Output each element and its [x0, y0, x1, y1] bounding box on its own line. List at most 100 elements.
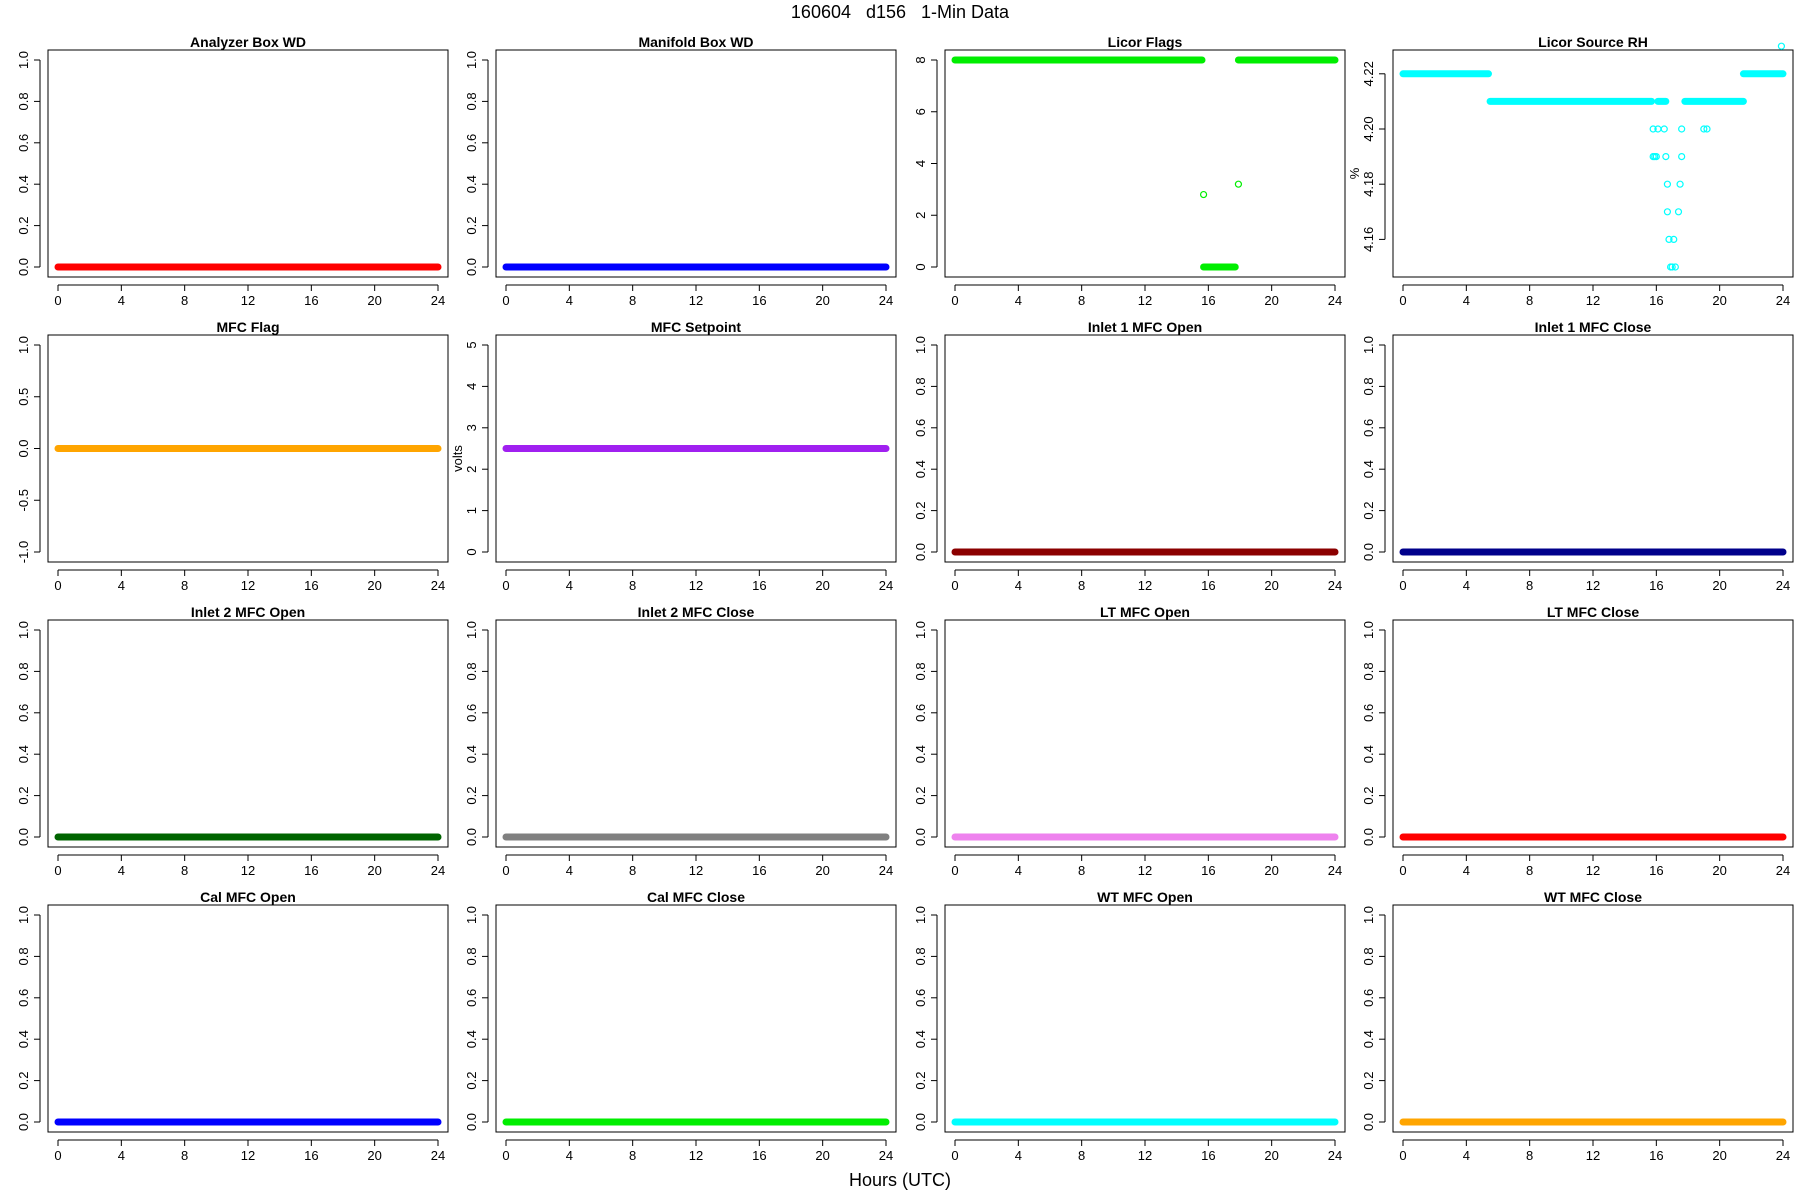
x-tick-label: 16: [752, 293, 766, 308]
y-tick-label: 1.0: [913, 336, 928, 354]
panel-wt-mfc-close: WT MFC Close 0 4 8 12 16 20 24 0.0 0.2 0.4 0.6 0.8 1.…: [1361, 889, 1794, 1163]
x-tick-label: 4: [118, 1148, 125, 1163]
y-tick-label: 0.6: [464, 704, 479, 722]
y-tick-label: 2: [464, 466, 479, 473]
x-tick-label: 8: [1078, 863, 1085, 878]
x-tick-label: 8: [1526, 863, 1533, 878]
y-tick-label: 0.2: [464, 1072, 479, 1090]
data-point: [1662, 153, 1670, 161]
x-tick-label: 0: [1399, 1148, 1406, 1163]
x-tick-label: 12: [689, 863, 703, 878]
y-tick-label: 0.6: [913, 989, 928, 1007]
y-tick-label: 0.4: [16, 1030, 31, 1048]
y-tick-label: 0.2: [913, 1072, 928, 1090]
y-tick-label: 0.8: [464, 662, 479, 680]
x-tick-label: 4: [1015, 578, 1022, 593]
panel-lt-mfc-close: LT MFC Close 0 4 8 12 16 20 24 0.0 0.2 0.4 0.6 0.8 1.…: [1361, 604, 1794, 878]
panel-licor-source-rh: Licor Source RH 0 4 8 12 16 20 24 4.16 4.18 4.20 4.…: [1347, 34, 1794, 308]
y-tick-label: 0.8: [464, 92, 479, 110]
y-tick-label: 0.4: [16, 175, 31, 193]
y-tick-label: 0.4: [913, 460, 928, 478]
data-point: [1678, 153, 1686, 161]
x-tick-label: 4: [118, 578, 125, 593]
y-tick-label: 0.6: [913, 419, 928, 437]
y-tick-label: 0.2: [464, 787, 479, 805]
x-tick-label: 8: [629, 293, 636, 308]
x-tick-label: 0: [1399, 578, 1406, 593]
x-tick-label: 20: [367, 578, 381, 593]
plot-frame: [944, 904, 1346, 1133]
y-tick-label: 0.6: [464, 989, 479, 1007]
x-tick-label: 8: [1078, 1148, 1085, 1163]
x-tick-label: 8: [1526, 293, 1533, 308]
y-tick-label: 0.6: [1361, 704, 1376, 722]
panel-title: Analyzer Box WD: [190, 34, 306, 50]
panel-title: Inlet 1 MFC Close: [1535, 319, 1652, 335]
y-tick-label: 1.0: [464, 621, 479, 639]
panel-title: Licor Source RH: [1538, 34, 1648, 50]
data-point: [1777, 42, 1786, 50]
y-tick-label: 0: [913, 263, 928, 270]
plot-frame: [47, 619, 449, 848]
y-tick-label: 1.0: [913, 906, 928, 924]
x-tick-label: 20: [815, 293, 829, 308]
x-tick-label: 0: [502, 1148, 509, 1163]
y-tick-label: 0.6: [913, 704, 928, 722]
x-tick-label: 4: [1463, 293, 1470, 308]
panel-inlet-1-mfc-close: Inlet 1 MFC Close 0 4 8 12 16 20 24 0.0 0.2 0.4 0.6…: [1361, 319, 1794, 593]
y-tick-label: 1.0: [1361, 906, 1376, 924]
y-axis-label: %: [1347, 167, 1362, 179]
x-tick-label: 16: [304, 863, 318, 878]
y-tick-label: 0.6: [16, 989, 31, 1007]
y-tick-label: -0.5: [16, 489, 31, 511]
y-tick-label: 1.0: [1361, 336, 1376, 354]
plot-frame: [495, 49, 897, 278]
panel-title: WT MFC Open: [1097, 889, 1193, 905]
panel-lt-mfc-open: LT MFC Open 0 4 8 12 16 20 24 0.0 0.2 0.4 0.6 0.8 1.0: [913, 604, 1346, 878]
x-tick-label: 8: [181, 863, 188, 878]
x-tick-label: 16: [1201, 293, 1215, 308]
x-tick-label: 20: [1712, 863, 1726, 878]
panel-manifold-box-wd: Manifold Box WD 0 4 8 12 16 20 24 0.0 0.2 0.4 0.6 0.…: [464, 34, 897, 308]
x-tick-label: 0: [951, 578, 958, 593]
y-tick-label: 0.6: [1361, 989, 1376, 1007]
x-tick-label: 24: [879, 1148, 893, 1163]
panel-title: Inlet 1 MFC Open: [1088, 319, 1202, 335]
plot-frame: [944, 334, 1346, 563]
x-tick-label: 0: [502, 578, 509, 593]
data-point: [1676, 180, 1684, 188]
data-point: [1674, 208, 1683, 216]
x-tick-label: 16: [304, 1148, 318, 1163]
y-tick-label: 1.0: [16, 51, 31, 69]
y-tick-label: 4.18: [1361, 172, 1376, 197]
y-tick-label: 4.20: [1361, 116, 1376, 141]
plot-frame: [495, 904, 897, 1133]
x-tick-label: 12: [1586, 578, 1600, 593]
y-tick-label: 0: [464, 548, 479, 555]
x-tick-label: 8: [181, 578, 188, 593]
x-tick-label: 4: [1463, 1148, 1470, 1163]
panel-title: MFC Setpoint: [651, 319, 742, 335]
x-tick-label: 24: [431, 578, 445, 593]
data-point: [1665, 235, 1673, 243]
y-tick-label: 0.8: [913, 662, 928, 680]
x-tick-label: 24: [1776, 293, 1790, 308]
x-tick-label: 12: [689, 578, 703, 593]
x-tick-label: 4: [1463, 578, 1470, 593]
y-tick-label: 1.0: [16, 336, 31, 354]
plot-frame: [495, 334, 897, 563]
x-tick-label: 8: [1078, 578, 1085, 593]
y-tick-label: 0.6: [16, 704, 31, 722]
plot-frame: [495, 619, 897, 848]
x-tick-label: 16: [1201, 1148, 1215, 1163]
y-tick-label: 1: [464, 507, 479, 514]
x-tick-label: 4: [1015, 293, 1022, 308]
panel-title: Manifold Box WD: [638, 34, 753, 50]
x-tick-label: 4: [566, 1148, 573, 1163]
x-tick-label: 0: [54, 863, 61, 878]
x-tick-label: 0: [54, 1148, 61, 1163]
x-tick-label: 4: [118, 293, 125, 308]
y-tick-label: 0.2: [464, 217, 479, 235]
plot-frame: [47, 904, 449, 1133]
